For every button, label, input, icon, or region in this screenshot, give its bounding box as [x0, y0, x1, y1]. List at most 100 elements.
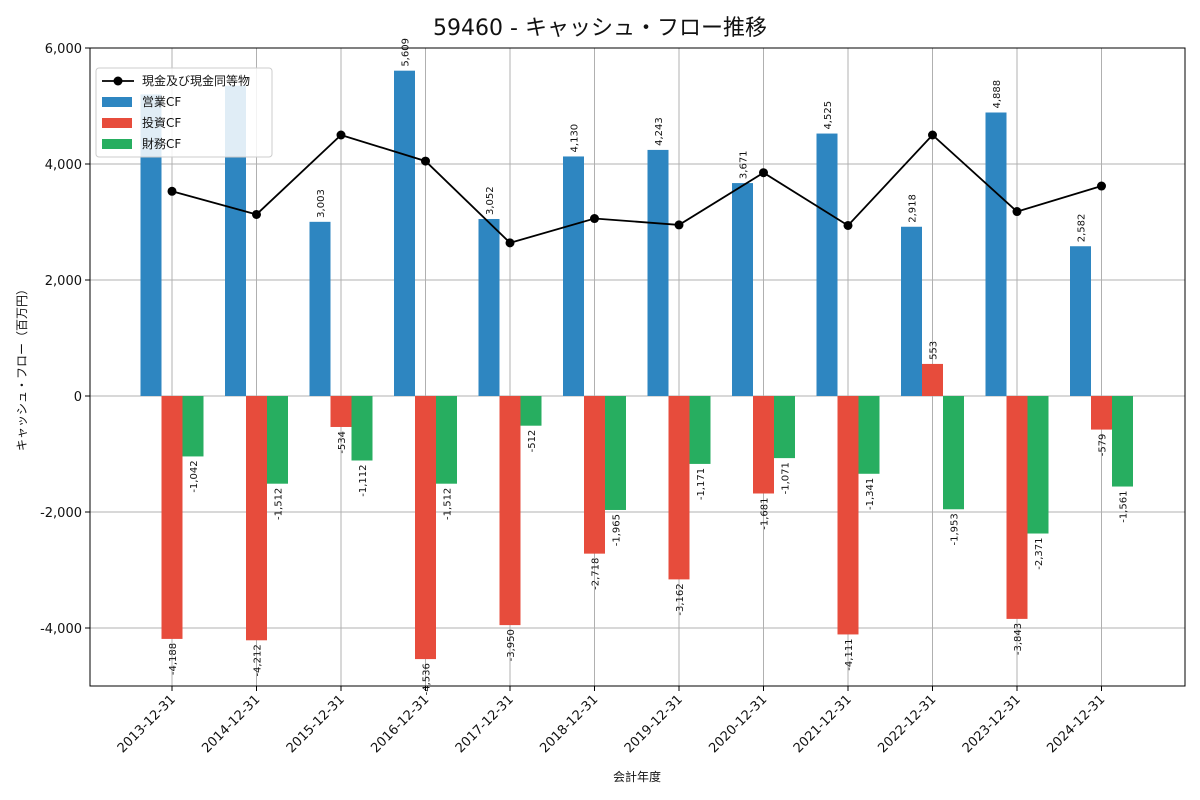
bar-operating	[901, 226, 922, 396]
bar-financing	[858, 396, 880, 474]
bar-data-label: -1,512	[274, 488, 285, 520]
cash-line	[171, 133, 1102, 244]
bar-investing	[1091, 396, 1112, 430]
bar-investing	[415, 396, 436, 660]
x-tick-label: 2024-12-31	[1044, 692, 1108, 756]
legend-bar-swatch	[102, 97, 132, 107]
bar-investing	[584, 396, 605, 554]
y-tick-label: 0	[74, 390, 82, 405]
bar-financing	[520, 396, 542, 426]
cash-point	[1012, 207, 1022, 217]
bar-data-label: -1,561	[1119, 491, 1130, 523]
bar-financing	[182, 396, 204, 457]
legend-marker	[113, 76, 123, 86]
bar-operating	[816, 133, 838, 397]
legend-entry: 現金及び現金同等物	[142, 73, 250, 88]
bar-investing	[246, 396, 267, 641]
bar-operating	[985, 112, 1007, 396]
bar-data-label: 2,918	[908, 194, 919, 223]
bar-operating	[1070, 246, 1091, 396]
bar-investing	[161, 396, 183, 639]
cash-point	[928, 130, 937, 140]
x-tick-label: 2013-12-31	[115, 692, 179, 756]
bar-data-label: -1,341	[865, 478, 876, 510]
y-tick-label: 4,000	[45, 158, 82, 173]
x-tick-label: 2015-12-31	[284, 692, 348, 756]
bar-data-label: -1,042	[189, 460, 200, 492]
bar-investing	[330, 396, 352, 427]
x-tick-label: 2020-12-31	[706, 692, 770, 756]
bar-data-label: -4,188	[168, 643, 179, 675]
bar-operating	[309, 221, 331, 396]
legend-entry: 営業CF	[142, 95, 181, 109]
bar-investing	[499, 396, 521, 626]
bar-financing	[1027, 396, 1049, 534]
chart-title: 59460 - キャッシュ・フロー推移	[433, 16, 767, 41]
cash-point	[759, 168, 768, 178]
data-label-layer: 3,003 5,609 3,052 4,130 4,243 3,671 4,525 2,918…	[168, 38, 1130, 695]
cash-point	[1097, 181, 1106, 191]
line-layer	[167, 130, 1106, 248]
bar-data-label: -1,112	[358, 464, 369, 496]
x-tick-label: 2022-12-31	[875, 692, 939, 756]
cash-point	[336, 130, 346, 140]
bar-data-label: -4,536	[422, 663, 433, 695]
x-tick-label: 2014-12-31	[199, 692, 263, 756]
legend-entry: 財務CF	[142, 136, 181, 151]
bar-data-label: -1,512	[443, 488, 454, 520]
bar-layer	[140, 70, 1133, 660]
bar-data-label: -2,718	[591, 558, 602, 590]
x-tick-label: 2017-12-31	[453, 692, 517, 756]
y-tick-label: -2,000	[40, 506, 82, 521]
x-tick-label: 2016-12-31	[368, 692, 432, 756]
x-tick-label: 2023-12-31	[960, 692, 1024, 756]
bar-data-label: -4,111	[844, 638, 855, 670]
bar-data-label: 3,003	[316, 189, 327, 218]
bar-investing	[837, 396, 859, 635]
bar-investing	[922, 363, 943, 396]
bar-financing	[351, 396, 373, 461]
bar-data-label: -4,212	[253, 644, 264, 676]
bar-operating	[478, 218, 500, 396]
bar-operating	[647, 149, 669, 396]
x-tick-label: 2021-12-31	[791, 692, 855, 756]
bar-operating	[563, 156, 584, 396]
bar-data-label: 4,888	[992, 80, 1003, 109]
legend-bar-swatch	[102, 118, 132, 128]
bar-financing	[267, 396, 288, 484]
cash-point	[167, 186, 177, 196]
bar-data-label: 4,243	[654, 117, 665, 146]
bar-data-label: 3,052	[485, 186, 496, 215]
cash-point	[674, 220, 684, 230]
bar-financing	[436, 396, 457, 484]
y-tick-label: 6,000	[45, 42, 82, 57]
bar-data-label: -1,965	[612, 514, 623, 546]
bar-data-label: -2,371	[1034, 538, 1045, 570]
bar-financing	[943, 396, 964, 510]
x-tick-label: 2018-12-31	[537, 692, 601, 756]
bar-data-label: -1,171	[696, 468, 707, 500]
cash-point	[421, 156, 430, 166]
bar-investing	[753, 396, 774, 494]
bar-data-label: 2,582	[1077, 214, 1088, 243]
bar-financing	[774, 396, 795, 459]
bar-data-label: 3,671	[739, 150, 750, 179]
y-axis-label: キャッシュ・フロー（百万円）	[15, 283, 29, 451]
bar-operating	[732, 183, 753, 396]
legend-entry: 投資CF	[142, 115, 181, 130]
legend-box	[95, 67, 273, 158]
bar-operating	[140, 94, 162, 397]
plot-frame	[89, 47, 1186, 687]
y-tick-label: -4,000	[40, 622, 82, 637]
bar-data-label: -3,162	[675, 583, 686, 615]
bar-operating	[225, 85, 246, 396]
bar-financing	[605, 396, 626, 510]
bar-data-label: -1,071	[781, 462, 792, 494]
bar-investing	[1006, 396, 1028, 619]
bar-data-label: 5,609	[401, 38, 412, 67]
cash-point	[843, 220, 853, 230]
cash-point	[590, 214, 599, 224]
